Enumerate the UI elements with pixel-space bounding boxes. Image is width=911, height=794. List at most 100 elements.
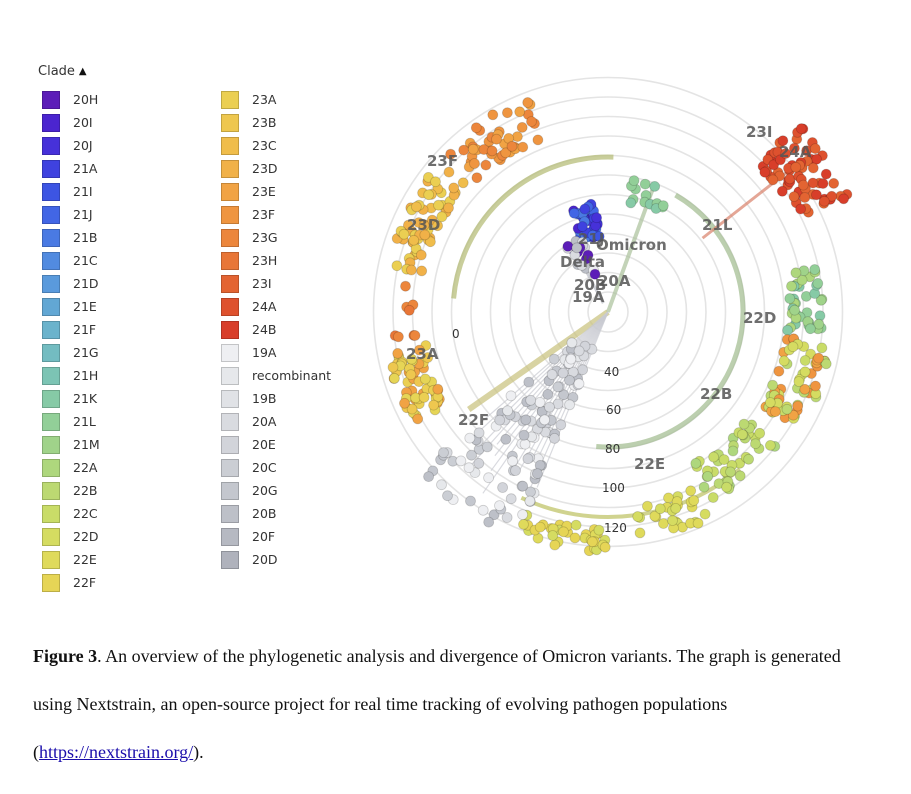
legend-swatch [221, 136, 239, 155]
sample-point [579, 203, 591, 215]
legend-item[interactable]: 23C [221, 134, 331, 157]
sample-point [750, 438, 761, 450]
legend-swatch [42, 343, 60, 362]
sample-point [790, 161, 802, 173]
legend-item[interactable]: 23A [221, 88, 331, 111]
legend-item[interactable]: 23D [221, 157, 331, 180]
legend-item[interactable]: 22E [42, 548, 100, 571]
clade-label: 23I [746, 123, 772, 141]
sample-point [448, 182, 460, 194]
legend-swatch [221, 343, 239, 362]
legend-item[interactable]: 20G [221, 479, 331, 502]
sample-point [432, 220, 443, 232]
legend-swatch [221, 159, 239, 178]
legend-item[interactable]: 20D [221, 548, 331, 571]
legend-item[interactable]: 20I [42, 111, 100, 134]
sample-point [432, 383, 444, 395]
sample-point [514, 106, 526, 118]
legend-label: 21L [73, 414, 96, 429]
legend-item[interactable]: 20J [42, 134, 100, 157]
legend-item[interactable]: 19A [221, 341, 331, 364]
legend-label: 21H [73, 368, 99, 383]
sample-point [754, 427, 766, 439]
legend-item[interactable]: 23B [221, 111, 331, 134]
legend-item[interactable]: 21G [42, 341, 100, 364]
sample-point [547, 530, 559, 541]
legend-item[interactable]: 20F [221, 525, 331, 548]
legend-item[interactable]: 21I [42, 180, 100, 203]
sample-point [809, 143, 821, 154]
sample-point [813, 352, 824, 364]
legend-item[interactable]: 20A [221, 410, 331, 433]
sample-point [467, 143, 479, 155]
sample-point [436, 479, 447, 491]
sample-point [505, 390, 517, 402]
legend-label: 23H [252, 253, 278, 268]
sample-point [406, 353, 418, 365]
legend-item[interactable]: 21H [42, 364, 100, 387]
legend-item[interactable]: 22A [42, 456, 100, 479]
branch [468, 311, 609, 442]
branch-arc [451, 154, 614, 299]
legend-swatch [221, 389, 239, 408]
legend-item[interactable]: 22D [42, 525, 100, 548]
legend-item[interactable]: 20H [42, 88, 100, 111]
legend-item[interactable]: 21F [42, 318, 100, 341]
clade-label: 20A [598, 272, 631, 290]
sample-point [809, 264, 821, 275]
legend-item[interactable]: 23I [221, 272, 331, 295]
legend-item[interactable]: 23G [221, 226, 331, 249]
legend-item[interactable]: 20E [221, 433, 331, 456]
sample-point [464, 432, 476, 444]
legend-column-2: 23A 23B 23C 23D 23E 23F 23G 23H 23I 24A 24B 19A reco… [221, 88, 331, 571]
legend-label: recombinant [252, 368, 332, 383]
legend-item[interactable]: 22B [42, 479, 100, 502]
sample-point [784, 173, 796, 185]
sample-point [458, 144, 470, 156]
sample-point [534, 521, 546, 533]
legend-swatch [221, 458, 239, 477]
sample-point [465, 495, 476, 507]
legend-item[interactable]: 24A [221, 295, 331, 318]
sample-point [586, 536, 598, 548]
nextstrain-link[interactable]: https://nextstrain.org/ [39, 742, 194, 762]
sample-point [442, 490, 453, 502]
legend-item[interactable]: 21C [42, 249, 100, 272]
sample-point [769, 406, 781, 418]
legend-item[interactable]: 22F [42, 571, 100, 594]
legend-item[interactable]: 20C [221, 456, 331, 479]
legend-item[interactable]: 21L [42, 410, 100, 433]
caption-end: ). [193, 742, 204, 762]
sample-point [764, 439, 776, 451]
sample-point [690, 457, 702, 469]
sample-point [428, 399, 439, 411]
sample-point [415, 249, 427, 261]
sample-point [491, 133, 502, 145]
legend-item[interactable]: 23H [221, 249, 331, 272]
sample-point [576, 221, 588, 232]
legend-item[interactable]: 21J [42, 203, 100, 226]
sample-point [818, 195, 830, 207]
legend-item[interactable]: 23E [221, 180, 331, 203]
legend-item[interactable]: 21A [42, 157, 100, 180]
sample-point [565, 353, 577, 365]
legend-item[interactable]: recombinant [221, 364, 331, 387]
legend-item[interactable]: 22C [42, 502, 100, 525]
legend-item[interactable]: 19B [221, 387, 331, 410]
legend-item[interactable]: 21M [42, 433, 100, 456]
legend-swatch [221, 90, 239, 109]
legend-item[interactable]: 24B [221, 318, 331, 341]
legend-header[interactable]: Clade ▲ [38, 64, 87, 79]
legend-item[interactable]: 21B [42, 226, 100, 249]
legend-item[interactable]: 20B [221, 502, 331, 525]
sample-point [500, 433, 512, 445]
legend-column-1: 20H 20I 20J 21A 21I 21J 21B 21C 21D 21E 21F 21G 21H 2… [42, 88, 100, 594]
sample-point [531, 468, 543, 480]
legend-item[interactable]: 21D [42, 272, 100, 295]
sample-point [692, 517, 704, 529]
legend-item[interactable]: 23F [221, 203, 331, 226]
legend-item[interactable]: 21E [42, 295, 100, 318]
legend-item[interactable]: 21K [42, 387, 100, 410]
chevron-up-icon[interactable]: ▲ [78, 66, 87, 77]
sample-point [430, 176, 441, 188]
